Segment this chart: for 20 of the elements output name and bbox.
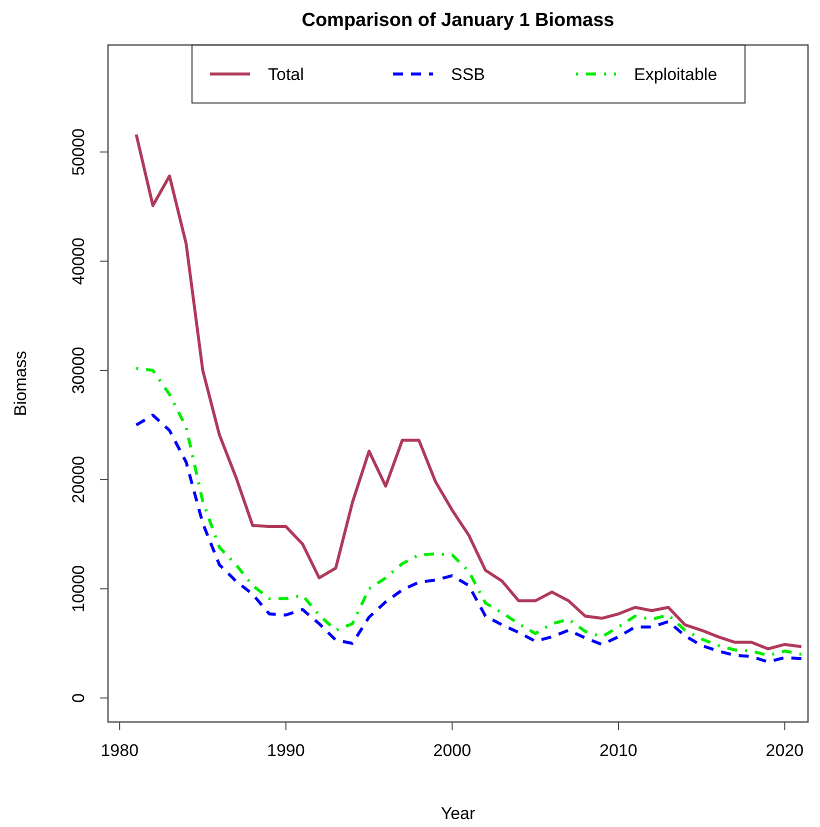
x-tick-label: 2010: [600, 741, 638, 760]
legend-label: Exploitable: [634, 65, 718, 84]
y-tick-label: 0: [69, 693, 88, 703]
y-tick-label: 50000: [69, 128, 88, 176]
legend-label: Total: [268, 65, 304, 84]
line-series: [134, 366, 803, 657]
line-series: [134, 414, 803, 664]
y-tick-label: 20000: [69, 456, 88, 504]
y-tick-label: 40000: [69, 238, 88, 285]
x-tick-label: 1980: [100, 741, 139, 760]
x-axis-title: Year: [440, 804, 476, 823]
chart-title: Comparison of January 1 Biomass: [302, 10, 614, 31]
y-tick-label: 10000: [69, 565, 88, 612]
x-tick-label: 1990: [266, 741, 305, 760]
line-series: [134, 133, 803, 650]
legend-label: SSB: [451, 65, 486, 84]
y-axis-title: Biomass: [11, 350, 30, 416]
x-tick-label: 2000: [433, 741, 472, 760]
x-tick-label: 2020: [766, 741, 804, 760]
y-tick-label: 30000: [69, 346, 88, 394]
